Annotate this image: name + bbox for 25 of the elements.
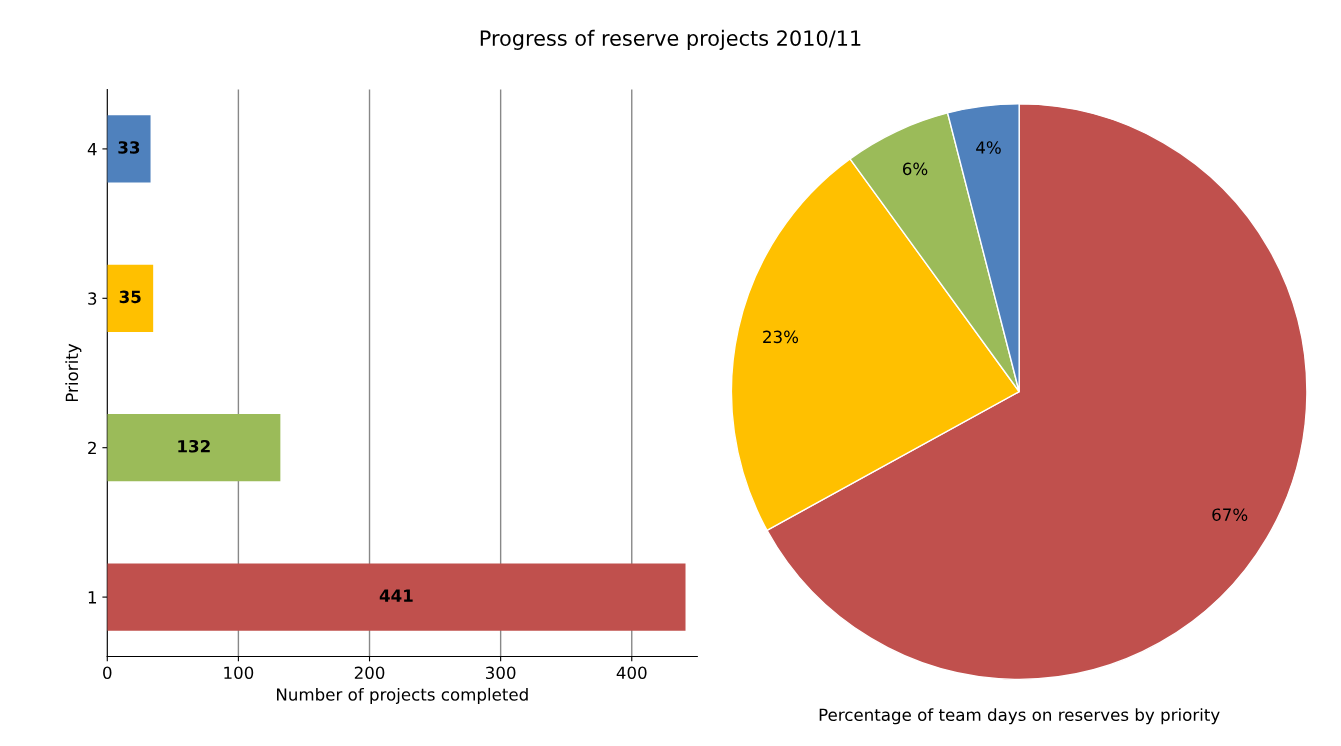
- y-tick-label: 4: [87, 143, 97, 156]
- data-label: 33: [118, 141, 140, 154]
- y-tick-label: 1: [88, 591, 97, 604]
- data-label: 6%: [902, 162, 928, 176]
- bar: [107, 264, 154, 332]
- x-tick-label: 400: [616, 666, 647, 680]
- y-tick-label: 2: [88, 441, 96, 455]
- text: Percentage of team days on reserves by priority: [819, 708, 1220, 725]
- y-tick-label: 3: [88, 292, 97, 305]
- data-label: 23%: [763, 330, 799, 344]
- data-label: 132: [178, 439, 210, 453]
- x-tick-label: 0: [103, 666, 112, 680]
- data-label: 67%: [1212, 508, 1248, 521]
- data-label: 441: [379, 589, 413, 602]
- bar: [107, 115, 151, 183]
- bar: [107, 414, 281, 482]
- bar: [107, 563, 686, 631]
- x-tick-label: 200: [354, 666, 385, 680]
- x-axis-title: Number of projects completed: [277, 687, 528, 705]
- x-tick-label: 100: [224, 666, 254, 680]
- data-label: 4%: [976, 141, 1001, 154]
- chart-title: Progress of reserve projects 2010/11: [480, 29, 861, 50]
- x-tick-label: 300: [486, 666, 516, 680]
- data-label: 35: [119, 290, 141, 304]
- y-axis-title: Priority: [65, 343, 82, 402]
